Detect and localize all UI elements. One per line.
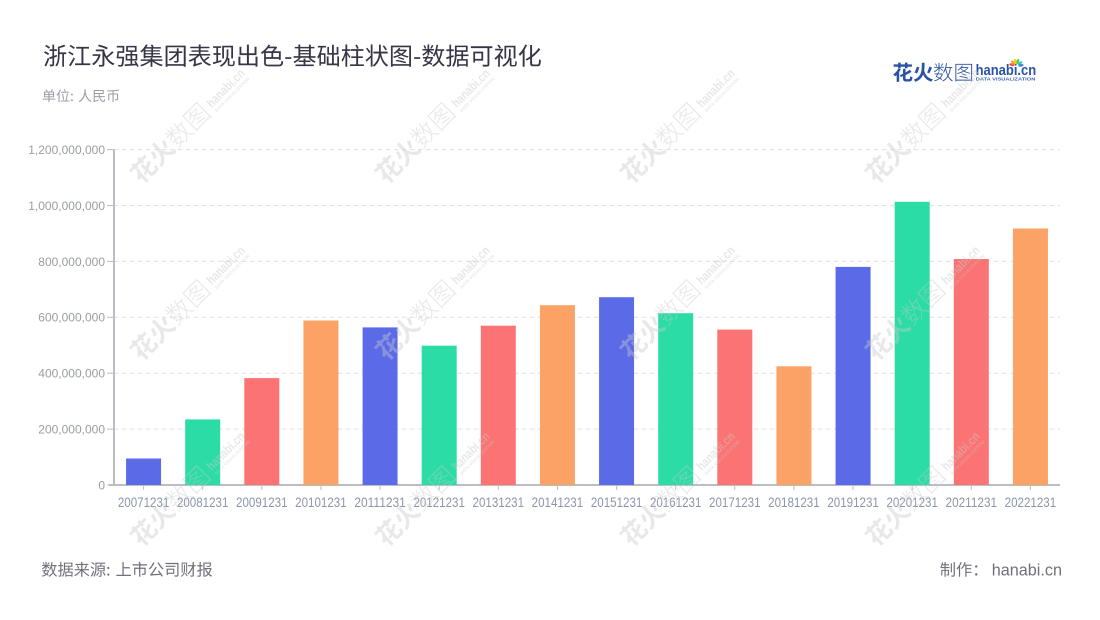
svg-text:0: 0 — [98, 478, 105, 492]
svg-text:20091231: 20091231 — [236, 495, 288, 510]
svg-text:20071231: 20071231 — [118, 495, 170, 510]
svg-text:20101231: 20101231 — [295, 495, 347, 510]
svg-text:20221231: 20221231 — [1005, 495, 1057, 510]
svg-text:20151231: 20151231 — [591, 495, 643, 510]
svg-text:20181231: 20181231 — [768, 495, 820, 510]
svg-text:20201231: 20201231 — [886, 495, 938, 510]
svg-text:600,000,000: 600,000,000 — [38, 311, 105, 325]
svg-text:1,200,000,000: 1,200,000,000 — [28, 143, 105, 157]
svg-text:hanabi.cn: hanabi.cn — [976, 63, 1037, 79]
svg-text:DATA VISUALIZATION: DATA VISUALIZATION — [976, 77, 1036, 82]
svg-text:20191231: 20191231 — [827, 495, 879, 510]
svg-text:1,000,000,000: 1,000,000,000 — [28, 199, 105, 213]
svg-text:400,000,000: 400,000,000 — [38, 367, 105, 381]
svg-text:20211231: 20211231 — [946, 495, 998, 510]
svg-text:20081231: 20081231 — [177, 495, 229, 510]
svg-text:20111231: 20111231 — [354, 495, 406, 510]
svg-text:20131231: 20131231 — [473, 495, 525, 510]
svg-text:20141231: 20141231 — [532, 495, 584, 510]
svg-text:20171231: 20171231 — [709, 495, 761, 510]
svg-text:hanabi.cn: hanabi.cn — [992, 562, 1062, 580]
svg-text:200,000,000: 200,000,000 — [38, 423, 105, 437]
svg-text:800,000,000: 800,000,000 — [38, 255, 105, 269]
